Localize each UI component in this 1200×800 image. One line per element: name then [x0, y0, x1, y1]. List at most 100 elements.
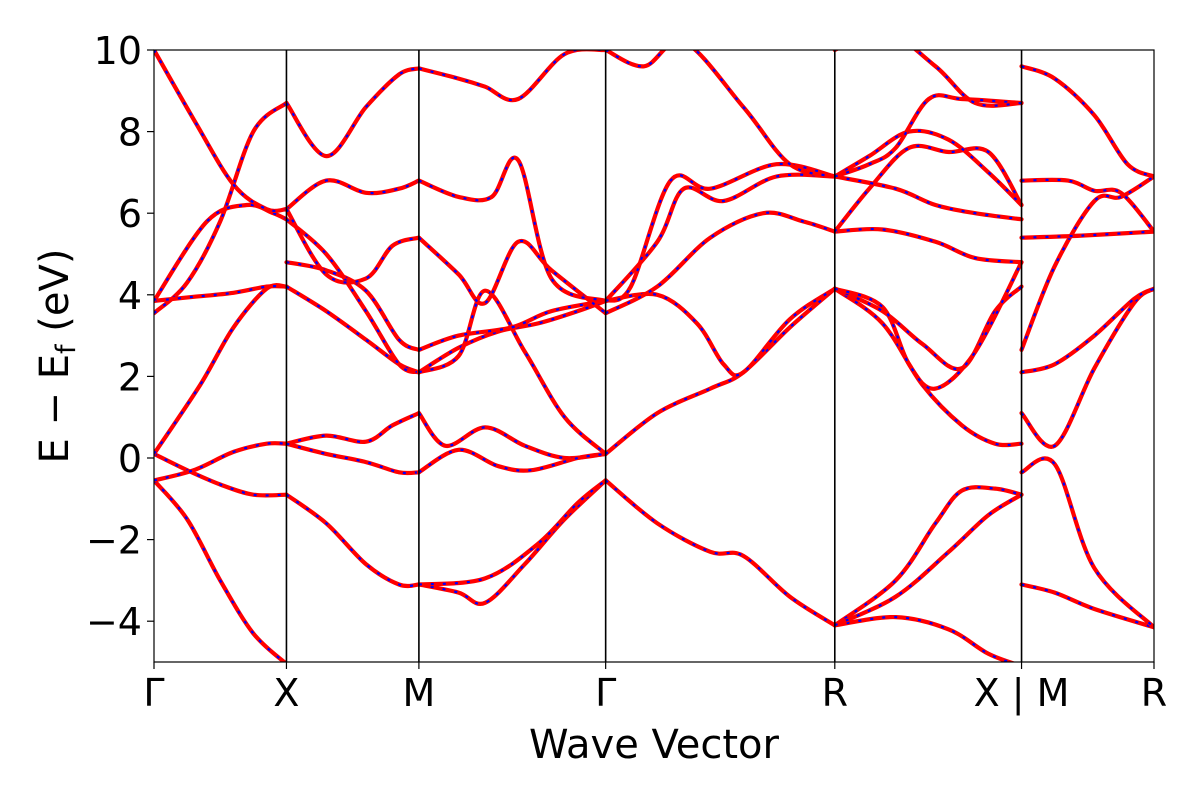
- band-line-dashed-44: [834, 94, 1022, 178]
- band-line-dashed-32: [605, 211, 836, 315]
- x-tick-label-4: R: [822, 671, 848, 715]
- band-line-6: [154, 202, 289, 303]
- band-line-dashed-38: [834, 285, 1023, 371]
- band-line-33: [603, 50, 837, 179]
- band-line-19: [416, 411, 608, 461]
- band-line-dashed-30: [604, 173, 835, 302]
- band-line-23: [416, 298, 608, 352]
- band-line-39: [832, 260, 1024, 391]
- x-tick-label-5: X | M: [974, 671, 1070, 716]
- band-line-25: [416, 155, 608, 303]
- band-line-dashed-18: [418, 479, 607, 586]
- band-line-47: [1019, 456, 1154, 630]
- y-tick-label-4: 4: [118, 274, 142, 318]
- x-tick-label-3: Γ: [595, 671, 616, 715]
- band-line-46: [1019, 582, 1154, 630]
- band-line-15: [284, 207, 421, 285]
- y-axis-label: E − Ef (eV): [32, 249, 82, 464]
- band-line-dashed-17: [418, 479, 607, 605]
- band-line-dashed-14: [285, 179, 420, 210]
- band-line-8: [284, 492, 421, 589]
- band-line-5: [154, 284, 289, 303]
- band-line-7: [154, 50, 289, 214]
- band-line-10: [284, 441, 421, 476]
- band-line-dashed-28: [605, 287, 836, 455]
- band-line-dashed-43: [834, 129, 1023, 206]
- band-line-50: [1019, 174, 1154, 352]
- band-line-24: [416, 235, 608, 316]
- band-line-30: [603, 172, 837, 303]
- band-line-dashed-49: [1021, 287, 1154, 374]
- band-line-18: [416, 478, 608, 587]
- band-line-dashed-45: [834, 50, 1022, 107]
- band-line-40: [832, 226, 1024, 265]
- band-line-dashed-25: [418, 156, 607, 302]
- band-line-14: [284, 178, 421, 212]
- band-line-38: [832, 284, 1024, 372]
- band-line-27: [603, 478, 837, 628]
- band-line-dashed-13: [285, 218, 420, 374]
- band-line-dashed-47: [1020, 457, 1154, 629]
- band-line-dashed-50: [1020, 175, 1154, 351]
- band-line-26: [416, 50, 608, 103]
- band-line-dashed-8: [285, 493, 419, 588]
- band-line-dashed-46: [1021, 583, 1154, 629]
- y-tick-label-7: 10: [94, 29, 142, 73]
- band-line-51: [1019, 229, 1154, 240]
- band-line-dashed-2: [154, 442, 287, 482]
- band-line-21: [416, 298, 608, 375]
- band-line-dashed-52: [1021, 178, 1154, 233]
- y-tick-label-0: −4: [86, 600, 142, 644]
- band-line-dashed-4: [154, 284, 287, 455]
- band-line-dashed-12: [286, 261, 420, 351]
- band-line-22: [416, 288, 608, 456]
- band-line-3: [154, 100, 289, 316]
- band-line-11: [284, 284, 421, 375]
- band-line-42: [832, 174, 1024, 222]
- band-line-45: [832, 50, 1024, 108]
- band-line-9: [284, 411, 421, 446]
- band-line-29: [603, 286, 837, 378]
- band-line-dashed-39: [834, 261, 1023, 390]
- band-line-dashed-9: [286, 412, 420, 445]
- band-line-dashed-26: [418, 50, 606, 102]
- y-tick-label-5: 6: [118, 192, 142, 236]
- y-axis-label-unit: (eV): [32, 249, 78, 345]
- band-line-dashed-37: [834, 287, 1022, 447]
- y-tick-label-6: 8: [118, 111, 142, 155]
- band-line-dashed-1: [154, 452, 287, 497]
- band-line-dashed-22: [418, 289, 607, 455]
- band-line-dashed-40: [834, 227, 1022, 264]
- band-line-dashed-24: [418, 236, 607, 315]
- y-tick-label-1: −2: [86, 519, 142, 563]
- band-line-34: [832, 614, 1016, 662]
- x-tick-label-2: M: [403, 671, 436, 715]
- band-line-20: [416, 447, 608, 475]
- band-line-53: [1019, 64, 1154, 179]
- y-axis-label-subscript: f: [51, 343, 82, 354]
- band-line-41: [832, 143, 1024, 234]
- band-line-dashed-16: [285, 67, 420, 158]
- x-tick-label-1: X: [273, 671, 299, 715]
- band-line-dashed-7: [154, 50, 287, 213]
- band-line-dashed-51: [1021, 230, 1154, 239]
- band-line-dashed-53: [1021, 65, 1154, 178]
- plot-frame: [153, 49, 1155, 663]
- axes-layer: Γ X M Γ R X | M R −4 −2 0 2 4 6 8 10: [86, 29, 1167, 716]
- band-line-dashed-33: [605, 50, 836, 178]
- band-line-dashed-5: [154, 285, 287, 302]
- band-line-dashed-0: [154, 479, 286, 662]
- series-layer: [154, 50, 1154, 662]
- band-line-12: [284, 260, 421, 352]
- band-line-35: [832, 485, 1024, 628]
- y-tick-label-2: 0: [118, 437, 142, 481]
- x-tick-label-6: R: [1141, 671, 1167, 715]
- band-line-36: [832, 492, 1024, 628]
- band-line-16: [284, 66, 421, 159]
- band-line-28: [603, 286, 837, 456]
- band-line-0: [154, 478, 288, 662]
- y-tick-label-3: 2: [118, 355, 142, 399]
- y-axis-label-base: E − E: [32, 354, 78, 464]
- band-line-dashed-19: [418, 412, 606, 460]
